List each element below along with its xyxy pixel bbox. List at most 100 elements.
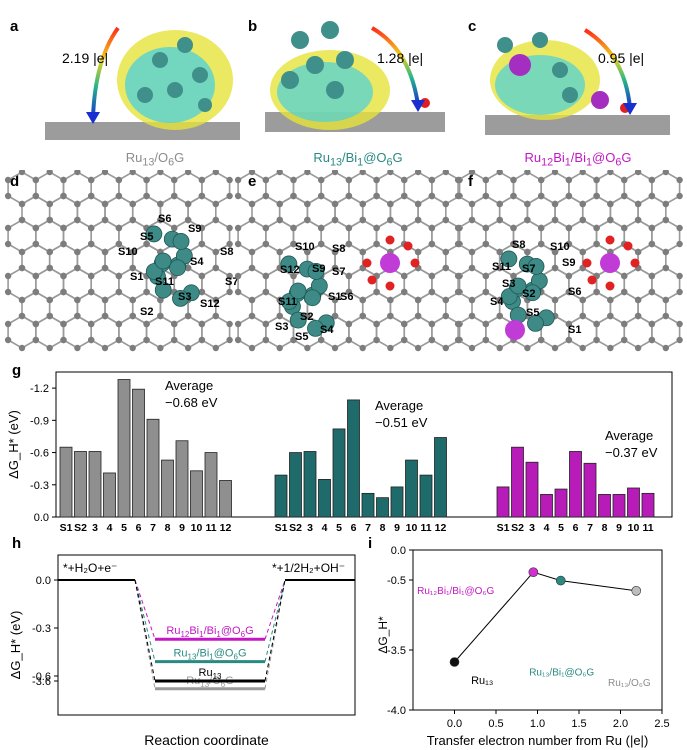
carbon-atom — [331, 170, 339, 176]
trend-line — [454, 571, 637, 663]
carbon-atom — [32, 192, 40, 200]
charge-transfer-a: 2.19 |e| — [62, 50, 108, 66]
carbon-atom — [454, 272, 462, 280]
carbon-atom — [454, 320, 462, 328]
bar — [511, 446, 524, 518]
carbon-atom — [524, 216, 531, 224]
carbon-atom — [234, 336, 242, 344]
carbon-atom — [212, 200, 219, 208]
carbon-atom — [468, 170, 476, 176]
ru-atom — [289, 311, 307, 329]
carbon-atom — [46, 296, 53, 304]
carbon-atom — [401, 192, 408, 200]
carbon-atom — [115, 272, 123, 280]
carbon-atom — [290, 272, 297, 280]
oxygen-atom — [403, 241, 413, 251]
panel-label-h: h — [12, 535, 22, 552]
site-label: S3 — [275, 321, 288, 333]
carbon-atom — [212, 344, 219, 352]
carbon-atom — [482, 272, 489, 280]
carbon-atom — [648, 192, 656, 200]
carbon-atom — [551, 216, 559, 224]
panel-label-b: b — [248, 18, 258, 35]
carbon-atom — [387, 170, 394, 176]
carbon-atom — [198, 336, 206, 344]
x-tick-label: 7 — [150, 522, 156, 534]
carbon-atom — [442, 216, 449, 224]
carbon-atom — [551, 200, 559, 208]
carbon-atom — [143, 336, 150, 344]
carbon-atom — [428, 192, 436, 200]
carbon-atom — [648, 336, 656, 344]
bar — [496, 486, 510, 518]
graphene-ring — [403, 315, 433, 349]
ru-atom — [145, 225, 163, 243]
bar — [540, 494, 553, 518]
carbon-atom — [248, 216, 256, 224]
bar — [175, 440, 189, 518]
carbon-atom — [129, 170, 136, 176]
carbon-atom — [74, 248, 81, 256]
carbon-atom — [565, 192, 573, 200]
bar — [332, 428, 346, 518]
carbon-atom — [46, 344, 53, 352]
graphene-ring — [595, 315, 626, 349]
carbon-atom — [634, 216, 642, 224]
ru-atom — [289, 282, 307, 300]
carbon-atom — [373, 176, 380, 184]
carbon-atom — [345, 192, 353, 200]
carbon-atom — [184, 170, 192, 176]
panel-label-a: a — [10, 18, 19, 35]
carbon-atom — [510, 224, 517, 232]
carbon-atom — [510, 272, 517, 280]
bar — [627, 487, 640, 518]
carbon-atom — [359, 344, 366, 352]
carbon-atom — [18, 216, 26, 224]
bar — [190, 470, 203, 518]
average-value: −0.51 eV — [375, 415, 428, 430]
carbon-atom — [171, 176, 178, 184]
carbon-atom — [331, 344, 339, 352]
energy-connector — [264, 579, 286, 662]
bar — [219, 480, 232, 518]
caption-ru12bi1-bi1-o6g: Ru12Bi1/Bi1@O6G — [524, 150, 632, 169]
bar — [361, 492, 375, 518]
carbon-atom — [468, 296, 476, 304]
carbon-atom — [248, 312, 256, 320]
carbon-atom — [4, 192, 12, 200]
carbon-atom — [32, 272, 39, 280]
x-tick-label: 3 — [529, 522, 535, 534]
x-tick-label: 8 — [380, 522, 386, 534]
carbon-atom — [414, 248, 422, 256]
carbon-atom — [331, 296, 339, 304]
carbon-atom — [115, 336, 123, 344]
carbon-atom — [496, 248, 503, 256]
y-axis-label: ΔG_H* (eV) — [8, 611, 23, 680]
carbon-atom — [607, 216, 614, 224]
carbon-atom — [32, 176, 39, 184]
graphene-ring — [90, 315, 120, 349]
panel-label-f: f — [468, 173, 473, 190]
carbon-atom — [60, 272, 67, 280]
x-tick-label: 1.5 — [571, 718, 586, 730]
carbon-atom — [290, 240, 297, 248]
carbon-atom — [648, 272, 656, 280]
carbon-atom — [248, 170, 256, 176]
carbon-atom — [331, 216, 339, 224]
graphene-ring — [623, 315, 653, 349]
carbon-atom — [454, 224, 462, 232]
ru-atom — [154, 252, 172, 270]
site-label: S10 — [118, 246, 138, 258]
average-value: −0.37 eV — [605, 445, 658, 460]
graphene-ring — [201, 315, 231, 349]
x-tick-label: S1 — [275, 522, 288, 534]
average-label: Average — [375, 398, 423, 413]
site-label: S1 — [130, 271, 143, 283]
panel-label-i: i — [368, 535, 373, 552]
energy-connector — [134, 579, 156, 682]
site-label: S6 — [340, 291, 353, 303]
carbon-atom — [359, 248, 366, 256]
carbon-atom — [88, 272, 95, 280]
carbon-atom — [373, 192, 380, 200]
